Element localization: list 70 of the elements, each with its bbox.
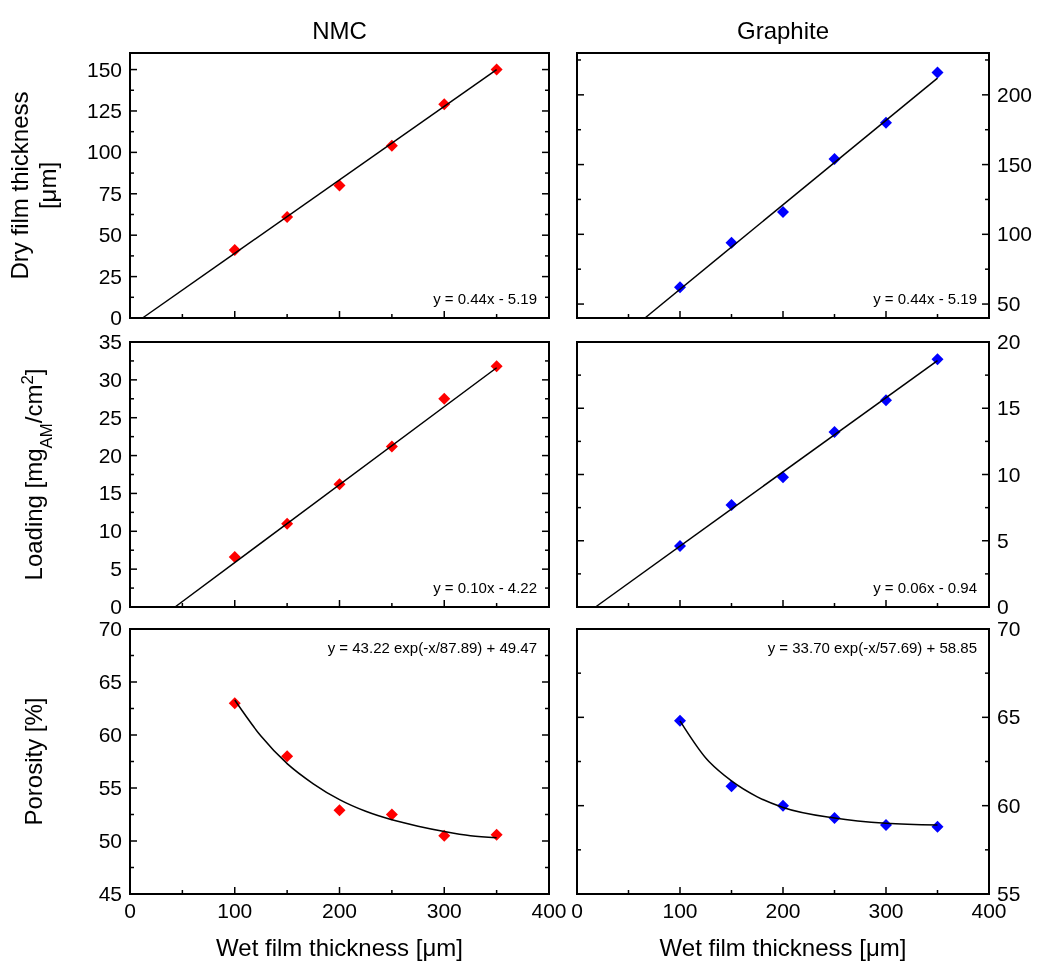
y-tick-label: 125	[86, 98, 122, 122]
point	[674, 714, 686, 727]
point	[281, 750, 294, 763]
y-tick-label: 75	[98, 181, 122, 205]
annotation: y = 0.06x - 0.94	[873, 579, 977, 596]
x-tick-label: 200	[321, 899, 358, 922]
x-tick-label: 0	[571, 899, 583, 922]
y2-tick-label: 10	[997, 462, 1021, 486]
y-tick-label: 150	[86, 57, 122, 81]
x-axis-title: Wet film thickness [μm]	[216, 934, 463, 961]
x-tick-label: 400	[531, 899, 567, 922]
y-tick-label: 5	[110, 557, 122, 581]
x-tick-label: 300	[426, 899, 462, 922]
point	[438, 392, 451, 405]
chart-title: Graphite	[736, 17, 830, 44]
y2-tick-label: 150	[997, 152, 1033, 176]
y-tick-label: 60	[98, 723, 122, 746]
y2-tick-label: 65	[997, 705, 1021, 729]
annotation: y = 0.44x - 5.19	[873, 290, 977, 307]
point	[438, 829, 451, 842]
point	[931, 820, 944, 833]
y-tick-label: 0	[110, 306, 122, 329]
point	[777, 206, 789, 218]
y2-tick-label: 70	[997, 617, 1021, 640]
y-tick-label: 30	[98, 367, 122, 391]
y-tick-label: 10	[98, 519, 122, 543]
annotation: y = 43.22 exp(-x/87.89) + 49.47	[327, 639, 537, 656]
point	[228, 551, 241, 564]
y2-tick-label: 50	[997, 292, 1021, 316]
x-tick-label: 0	[124, 899, 136, 922]
y2-tick-label: 200	[997, 82, 1033, 106]
y-tick-label: 70	[98, 617, 122, 640]
point	[333, 179, 346, 192]
point	[931, 66, 944, 79]
y-tick-label: 100	[86, 140, 122, 164]
point	[385, 808, 398, 821]
y2-tick-label: 100	[997, 222, 1033, 246]
x-tick-label: 100	[217, 899, 253, 922]
y-tick-label: 50	[98, 223, 122, 247]
y-axis-title: Dry film thickness [μm]	[6, 91, 61, 280]
y-axis-title: Porosity [%]	[20, 697, 47, 826]
y2-tick-label: 20	[997, 330, 1021, 353]
x-axis-title: Wet film thickness [μm]	[659, 934, 907, 961]
x-tick-label: 200	[765, 899, 801, 922]
annotation: y = 0.10x - 4.22	[433, 579, 537, 596]
y-tick-label: 25	[98, 264, 122, 288]
annotation: y = 33.70 exp(-x/57.69) + 58.85	[767, 639, 977, 656]
point	[931, 353, 944, 366]
y2-tick-label: 0	[997, 595, 1009, 618]
y-tick-label: 55	[98, 776, 122, 799]
y-tick-label: 50	[98, 829, 122, 852]
y-tick-label: 65	[98, 670, 122, 693]
y2-tick-label: 5	[997, 528, 1009, 552]
chart-title: NMC	[312, 17, 367, 44]
y-tick-label: 35	[98, 330, 122, 353]
y-tick-label: 0	[110, 595, 122, 618]
y-tick-label: 25	[98, 405, 122, 429]
point	[333, 804, 346, 817]
y-tick-label: 15	[98, 481, 122, 505]
annotation: y = 0.44x - 5.19	[433, 290, 537, 307]
y-tick-label: 45	[98, 882, 122, 905]
y2-tick-label: 15	[997, 396, 1021, 420]
y2-tick-label: 55	[997, 882, 1021, 905]
point	[490, 360, 503, 373]
x-tick-label: 100	[662, 899, 698, 922]
y-tick-label: 20	[98, 443, 122, 467]
y2-tick-label: 60	[997, 793, 1021, 817]
point	[490, 828, 503, 841]
point	[725, 780, 738, 793]
x-tick-label: 300	[868, 899, 904, 922]
